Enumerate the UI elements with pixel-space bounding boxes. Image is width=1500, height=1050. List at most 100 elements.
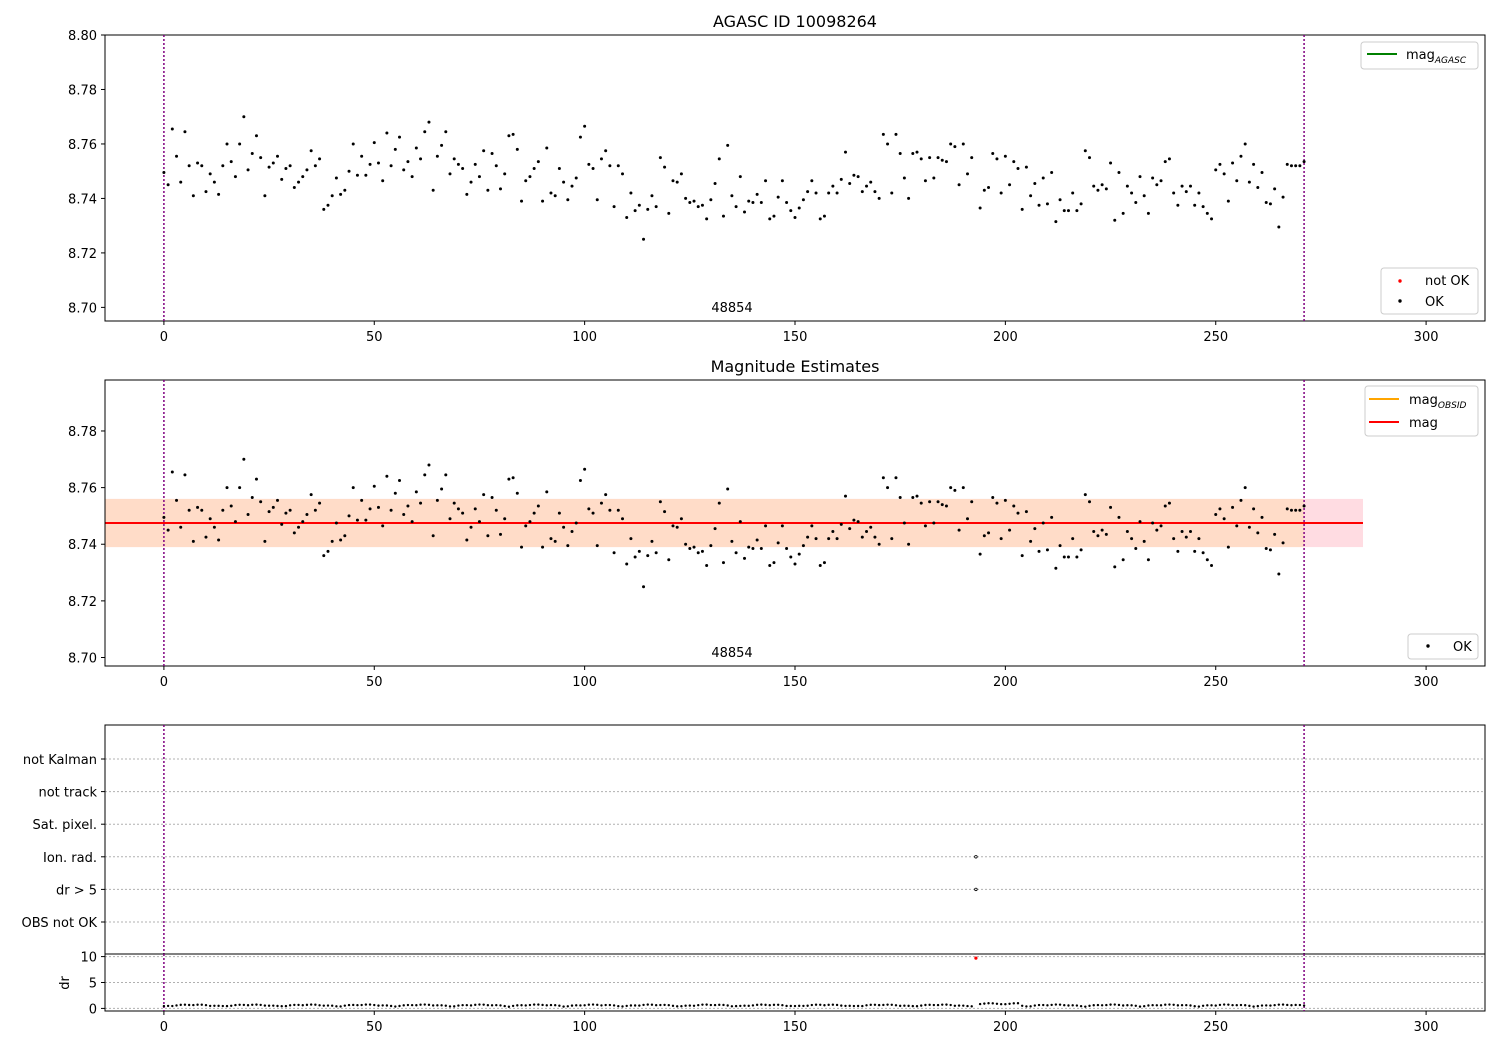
data-point: [175, 154, 179, 158]
y-tick-label: 8.74: [68, 538, 97, 553]
data-point: [360, 154, 364, 158]
data-point: [961, 486, 965, 490]
dr-point: [945, 1003, 948, 1006]
data-point: [229, 160, 233, 164]
data-point: [246, 168, 250, 172]
data-point: [966, 517, 969, 521]
data-point: [696, 551, 700, 555]
data-point: [734, 205, 738, 209]
dr-point: [373, 1003, 376, 1007]
data-point: [1134, 546, 1138, 550]
dr-point: [781, 1004, 784, 1007]
dr-point: [1058, 1003, 1062, 1006]
data-point: [414, 146, 418, 150]
data-point: [835, 537, 839, 541]
data-point: [843, 494, 847, 498]
data-point: [221, 508, 225, 512]
y-tick-label: 8.74: [68, 192, 97, 207]
data-point: [856, 520, 860, 524]
dr-point: [1206, 1004, 1209, 1007]
data-point: [822, 214, 826, 218]
dr-point: [482, 1003, 485, 1006]
data-point: [1109, 161, 1113, 165]
data-point: [524, 179, 528, 183]
data-point: [1104, 532, 1108, 536]
data-point: [675, 525, 679, 529]
data-point: [233, 520, 237, 524]
data-point: [991, 496, 995, 500]
x-tick-label: 100: [572, 330, 597, 345]
data-point: [309, 493, 313, 497]
data-point: [435, 154, 439, 158]
data-point: [326, 203, 330, 207]
data-point: [1273, 532, 1277, 536]
data-point: [583, 467, 587, 471]
data-point: [789, 555, 793, 559]
dr-point: [983, 1002, 986, 1005]
data-point: [822, 561, 826, 565]
dr-point: [1269, 1004, 1272, 1007]
data-point: [705, 563, 709, 567]
dr-point: [394, 1005, 397, 1008]
data-point: [982, 534, 986, 538]
dr-point: [579, 1004, 582, 1007]
data-point: [818, 563, 822, 567]
data-point: [898, 151, 902, 155]
data-point: [902, 176, 906, 180]
dr-point: [697, 1003, 700, 1007]
dr-point: [352, 1003, 355, 1007]
x-tick-label: 50: [366, 330, 383, 345]
data-point: [709, 198, 713, 202]
dr-point: [234, 1003, 237, 1007]
dr-point: [768, 1004, 771, 1007]
data-point: [637, 203, 641, 207]
y-tick-label: 8.72: [68, 595, 97, 610]
data-point: [292, 186, 296, 190]
data-point: [330, 194, 334, 198]
dr-point: [1185, 1003, 1188, 1007]
dr-point: [629, 1004, 633, 1007]
dr-point: [444, 1004, 447, 1007]
legend-ok: OK: [1453, 640, 1472, 655]
data-point: [1210, 563, 1214, 567]
data-point: [566, 198, 570, 202]
dr-point: [200, 1003, 203, 1006]
data-point: [393, 147, 397, 151]
data-point: [776, 195, 780, 199]
data-point: [721, 214, 725, 218]
data-point: [402, 168, 406, 172]
agasc-magnitude-panel: AGASC ID 10098264 0 50 100 150 200 250 300 8.70…: [68, 12, 1486, 345]
data-point: [827, 537, 831, 541]
data-point: [503, 172, 507, 176]
dr-point: [1164, 1003, 1167, 1006]
legend-mag: mag: [1409, 416, 1438, 431]
data-point: [591, 166, 595, 170]
data-point: [730, 194, 734, 198]
vertical-markers: [163, 954, 1305, 1011]
dr-point: [419, 1003, 422, 1006]
data-point: [1092, 184, 1096, 188]
dr-point: [196, 1003, 199, 1006]
dr-point: [688, 1004, 692, 1007]
dr-panel: 0 50 100 150 200 250 300 0 5 10 dr: [58, 951, 1486, 1035]
data-point: [721, 561, 725, 565]
x-tick-label: 50: [366, 1020, 383, 1035]
data-point: [280, 522, 284, 526]
data-point: [465, 192, 469, 196]
data-point: [814, 191, 818, 195]
data-point: [1050, 515, 1054, 519]
dr-point: [301, 1004, 304, 1007]
dr-point: [562, 1005, 565, 1008]
dr-point: [453, 1005, 456, 1008]
data-point: [940, 503, 944, 507]
data-point: [326, 549, 330, 553]
dr-point: [1248, 1004, 1251, 1008]
data-point: [886, 142, 890, 146]
flag-point: [974, 887, 978, 892]
data-point: [385, 474, 389, 478]
data-point: [461, 511, 465, 515]
data-point: [398, 479, 402, 483]
data-point: [999, 537, 1003, 541]
data-point: [873, 190, 877, 194]
data-point: [1100, 528, 1104, 532]
